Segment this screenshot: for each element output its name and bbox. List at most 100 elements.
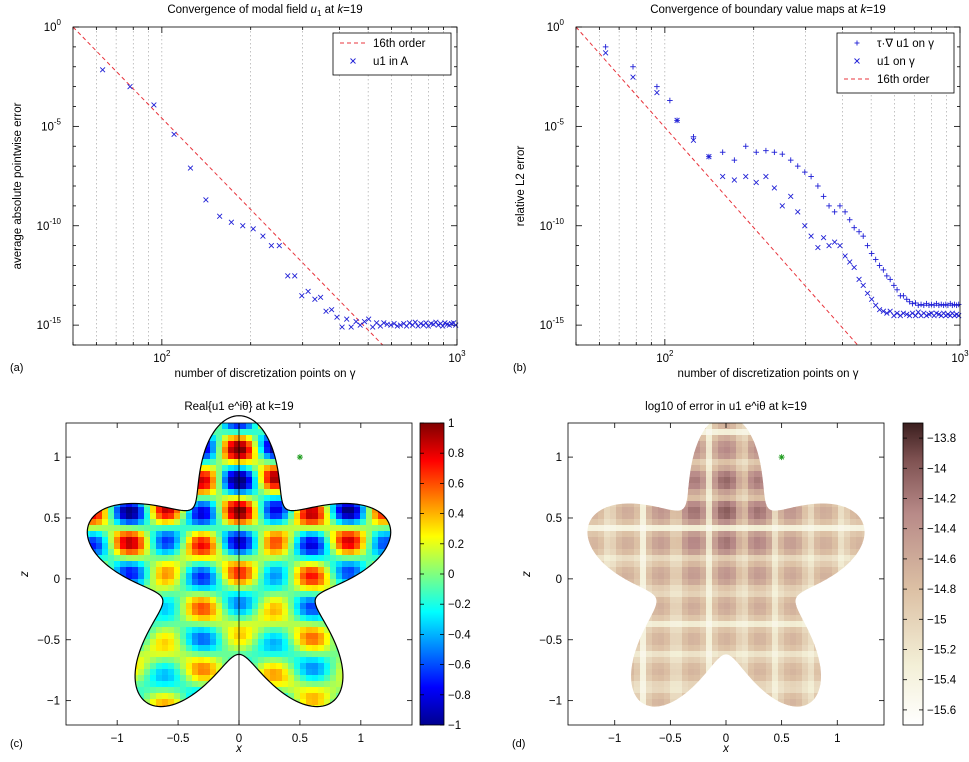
field-cell	[102, 435, 109, 442]
field-cell	[300, 549, 307, 556]
field-cell	[90, 591, 97, 598]
field-cell	[330, 435, 337, 442]
field-cell	[402, 645, 409, 652]
field-cell	[72, 489, 79, 496]
field-cell	[324, 627, 331, 634]
field-cell	[228, 711, 235, 718]
field-cell	[120, 615, 127, 622]
field-cell	[252, 483, 259, 490]
field-cell	[587, 585, 593, 592]
field-cell	[336, 609, 343, 616]
field-cell	[348, 681, 355, 688]
field-cell	[168, 555, 175, 562]
field-cell	[676, 591, 683, 598]
field-cell	[330, 687, 337, 694]
field-cell	[216, 507, 223, 514]
field-cell	[688, 519, 695, 526]
field-cell	[108, 549, 115, 556]
field-cell	[587, 495, 593, 502]
field-cell	[78, 621, 85, 628]
field-cell	[264, 693, 271, 700]
field-cell	[126, 573, 133, 580]
field-cell	[234, 519, 241, 526]
field-cell	[102, 579, 109, 586]
field-cell	[634, 525, 641, 532]
field-cell	[180, 681, 187, 688]
field-cell	[604, 465, 611, 472]
field-cell	[222, 681, 229, 688]
field-cell	[252, 555, 259, 562]
field-cell	[700, 675, 707, 682]
field-cell	[126, 687, 133, 694]
field-cell	[270, 675, 277, 682]
field-cell	[580, 603, 587, 610]
field-cell	[246, 693, 253, 700]
field-cell	[222, 555, 229, 562]
field-cell	[138, 681, 145, 688]
field-cell	[628, 561, 635, 568]
field-cell	[378, 423, 385, 430]
field-cell	[138, 675, 145, 682]
data-point	[900, 310, 907, 316]
field-cell	[300, 543, 307, 550]
field-cell	[587, 591, 593, 598]
field-cell	[604, 699, 611, 706]
field-cell	[144, 519, 151, 526]
field-cell	[640, 723, 647, 730]
field-cell	[300, 483, 307, 490]
field-cell	[574, 723, 581, 730]
field-cell	[324, 429, 331, 436]
field-cell	[628, 525, 635, 532]
field-cell	[108, 639, 115, 646]
field-cell	[658, 423, 665, 430]
field-cell	[634, 567, 641, 574]
field-cell	[700, 441, 707, 448]
field-cell	[264, 453, 271, 460]
field-cell	[294, 687, 301, 694]
field-cell	[670, 537, 677, 544]
field-image	[72, 423, 409, 730]
field-cell	[646, 645, 653, 652]
field-cell	[336, 717, 343, 724]
field-cell	[246, 435, 253, 442]
field-cell	[198, 699, 205, 706]
field-cell	[688, 531, 695, 538]
field-cell	[120, 489, 127, 496]
field-cell	[114, 465, 121, 472]
field-cell	[312, 687, 319, 694]
field-cell	[246, 663, 253, 670]
field-cell	[592, 483, 599, 490]
field-cell	[616, 513, 623, 520]
field-cell	[222, 537, 229, 544]
field-cell	[318, 573, 325, 580]
field-cell	[306, 453, 313, 460]
field-cell	[150, 717, 157, 724]
field-cell	[240, 423, 247, 430]
field-cell	[96, 723, 103, 730]
field-cell	[204, 549, 211, 556]
field-cell	[694, 477, 701, 484]
field-cell	[270, 573, 277, 580]
field-cell	[366, 669, 373, 676]
field-cell	[216, 723, 223, 730]
field-cell	[568, 621, 575, 628]
field-cell	[634, 657, 641, 664]
field-cell	[390, 459, 391, 466]
field-cell	[336, 591, 343, 598]
data-point-stroke	[369, 324, 376, 330]
field-cell	[598, 453, 605, 460]
field-cell	[120, 717, 127, 724]
field-cell	[198, 681, 205, 688]
field-cell	[664, 495, 671, 502]
field-cell	[604, 489, 611, 496]
field-cell	[162, 507, 169, 514]
field-cell	[168, 639, 175, 646]
field-cell	[378, 525, 385, 532]
field-cell	[622, 513, 629, 520]
field-cell	[174, 519, 181, 526]
field-cell	[222, 687, 229, 694]
field-cell	[688, 495, 695, 502]
field-cell	[252, 435, 259, 442]
field-cell	[616, 645, 623, 652]
field-cell	[634, 585, 641, 592]
